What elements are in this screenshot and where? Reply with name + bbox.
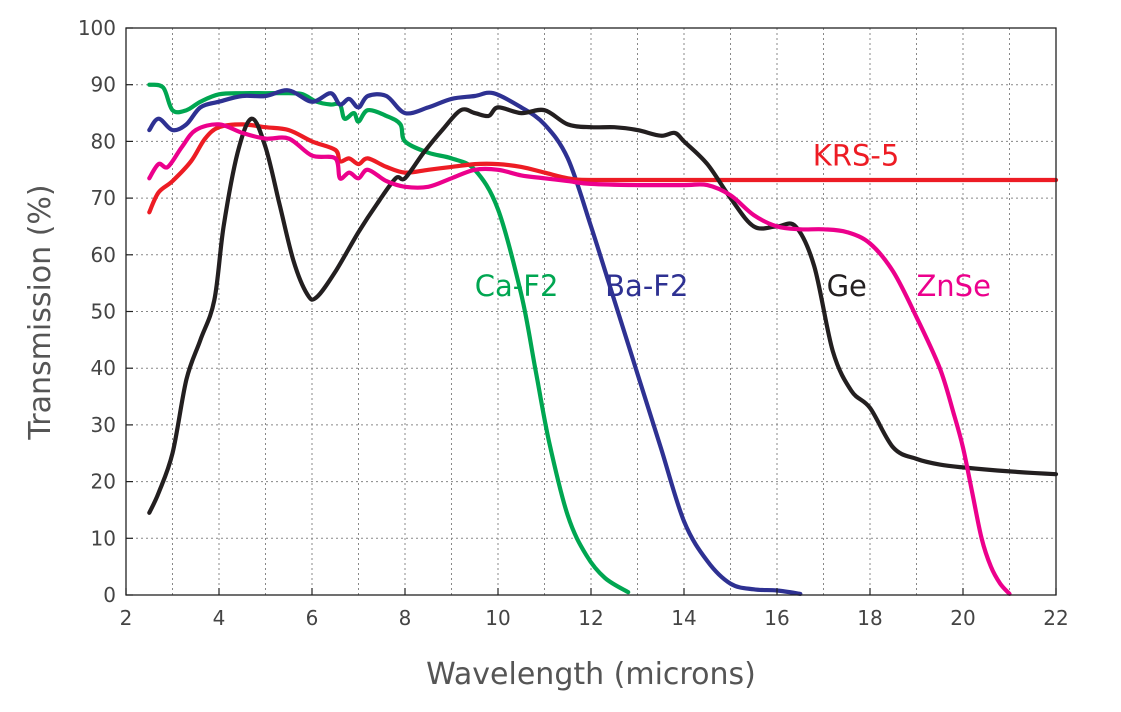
series-line-ge	[147, 105, 1059, 515]
x-tick-label: 12	[578, 606, 603, 630]
x-tick-label: 22	[1043, 606, 1068, 630]
series-label-ba-f2: Ba-F2	[605, 269, 688, 303]
x-tick-label: 14	[671, 606, 696, 630]
y-tick-label: 10	[91, 526, 116, 550]
series-label-znse: ZnSe	[916, 269, 991, 303]
x-tick-label: 18	[857, 606, 882, 630]
x-tick-label: 2	[120, 606, 133, 630]
axis-ticks	[125, 27, 1057, 596]
series-label-ge: Ge	[827, 269, 867, 303]
x-tick-label: 6	[306, 606, 319, 630]
y-tick-label: 40	[91, 356, 116, 380]
x-tick-label: 20	[950, 606, 975, 630]
y-tick-label: 20	[91, 470, 116, 494]
tick-labels: 2 4 6 8 10 12 14 16 18 20 22 0 10 20 30 40 50 60 70 80 90 100	[78, 16, 1069, 630]
y-tick-label: 50	[91, 300, 116, 324]
x-tick-label: 4	[213, 606, 226, 630]
x-tick-label: 10	[485, 606, 510, 630]
grid	[126, 28, 1056, 595]
y-tick-label: 60	[91, 243, 116, 267]
y-tick-label: 90	[91, 73, 116, 97]
y-tick-label: 100	[78, 16, 116, 40]
series-line-ba-f2	[147, 88, 803, 596]
x-tick-label: 16	[764, 606, 789, 630]
y-tick-label: 0	[103, 583, 116, 607]
x-tick-label: 8	[399, 606, 412, 630]
series-line-znse	[147, 122, 1012, 596]
y-tick-label: 30	[91, 413, 116, 437]
y-axis-title: Transmission (%)	[23, 184, 58, 440]
series-line-krs-5	[147, 122, 1059, 215]
y-tick-label: 70	[91, 186, 116, 210]
series-label-krs-5: KRS-5	[813, 139, 900, 173]
y-tick-label: 80	[91, 129, 116, 153]
series-label-ca-f2: Ca-F2	[475, 269, 559, 303]
series-lines	[147, 82, 1059, 596]
x-axis-title: Wavelength (microns)	[426, 657, 756, 692]
series-labels: KRS-5 Ca-F2 Ba-F2 Ge ZnSe	[475, 139, 991, 303]
series-line-ca-f2	[147, 82, 631, 595]
